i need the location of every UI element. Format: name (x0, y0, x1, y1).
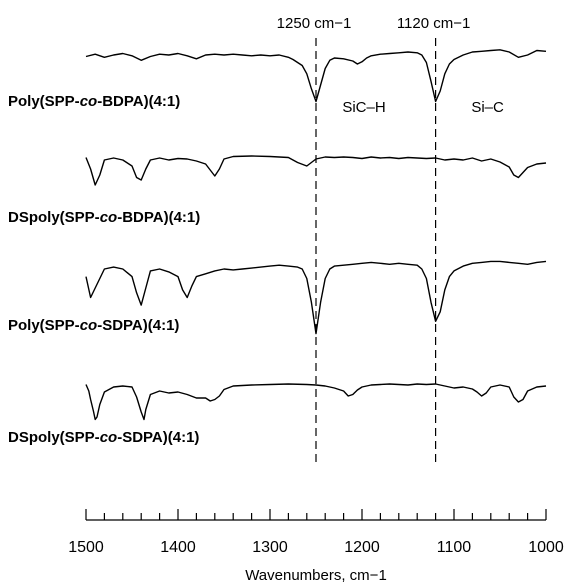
series-label-3-part-2: co (80, 317, 98, 334)
series-label-4-part-2: co (100, 429, 118, 446)
x-tick-label-1400: 1400 (160, 539, 196, 556)
series-label-4: DSpoly(SPP-co-SDPA)(4:1) (8, 429, 199, 446)
series-label-2-part-1: DSpoly(SPP- (8, 209, 100, 226)
x-axis-title: Wavenumbers, cm−1 (245, 567, 387, 584)
x-tick-label-1300: 1300 (252, 539, 288, 556)
series-label-3-part-3: -SDPA)(4:1) (97, 317, 179, 334)
peak-label-1250: 1250 cm−1 (277, 15, 352, 32)
band-label-sic-h: SiC–H (342, 99, 385, 116)
x-axis: 1500 1400 1300 1200 1100 1000 (68, 509, 564, 556)
spectrum-line-3 (85, 260, 547, 335)
spectrum-line-4 (85, 383, 547, 421)
spectrum-line-1 (85, 49, 547, 103)
spectra-group (85, 49, 547, 421)
series-label-1-part-2: co (80, 93, 98, 110)
x-tick-label-1100: 1100 (437, 539, 472, 556)
spectrum-line-2 (85, 155, 547, 186)
series-label-1: Poly(SPP-co-BDPA)(4:1) (8, 93, 180, 110)
reference-lines: 1250 cm−1 SiC–H 1120 cm−1 Si–C (277, 15, 504, 466)
series-label-3: Poly(SPP-co-SDPA)(4:1) (8, 317, 179, 334)
series-label-2: DSpoly(SPP-co-BDPA)(4:1) (8, 209, 200, 226)
series-label-1-part-3: -BDPA)(4:1) (97, 93, 180, 110)
band-label-si-c: Si–C (471, 99, 504, 116)
series-label-3-part-1: Poly(SPP- (8, 317, 80, 334)
series-label-4-part-1: DSpoly(SPP- (8, 429, 100, 446)
peak-label-1120: 1120 cm−1 (397, 15, 471, 32)
x-tick-label-1500: 1500 (68, 539, 104, 556)
series-labels: Poly(SPP-co-BDPA)(4:1)DSpoly(SPP-co-BDPA… (8, 93, 200, 446)
series-label-2-part-2: co (100, 209, 118, 226)
x-tick-label-1000: 1000 (528, 539, 564, 556)
series-label-4-part-3: -SDPA)(4:1) (117, 429, 199, 446)
series-label-2-part-3: -BDPA)(4:1) (117, 209, 200, 226)
series-label-1-part-1: Poly(SPP- (8, 93, 80, 110)
x-tick-label-1200: 1200 (344, 539, 380, 556)
